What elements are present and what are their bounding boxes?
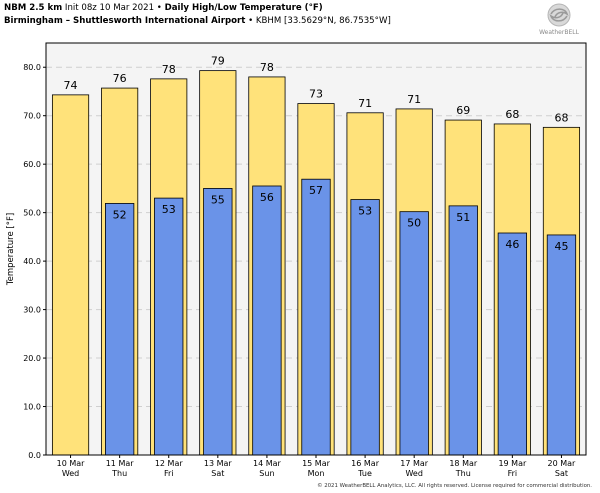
high-temp-label: 73 xyxy=(309,88,323,101)
low-temp-label: 56 xyxy=(260,191,274,204)
x-tick-day-label: Sun xyxy=(259,469,274,478)
high-temp-label: 79 xyxy=(211,55,225,68)
x-tick-date-label: 13 Mar xyxy=(204,459,233,468)
y-tick-label: 20.0 xyxy=(23,354,41,363)
high-temp-bar xyxy=(51,94,90,456)
header-line-2: Birmingham – Shuttlesworth International… xyxy=(4,15,524,28)
low-temp-bar xyxy=(203,188,233,456)
x-tick-day-label: Sat xyxy=(211,469,224,478)
logo-text: WeatherBELL xyxy=(539,29,580,36)
x-tick-date-label: 16 Mar xyxy=(351,459,380,468)
x-tick-day-label: Sat xyxy=(555,469,568,478)
low-temp-label: 55 xyxy=(211,193,225,206)
low-temp-bar xyxy=(546,234,577,456)
x-tick-date-label: 17 Mar xyxy=(400,459,429,468)
low-temp-bar xyxy=(154,197,184,456)
y-axis-label: Temperature [°F] xyxy=(6,213,16,286)
x-tick-date-label: 14 Mar xyxy=(253,459,282,468)
high-temp-label: 76 xyxy=(113,72,127,85)
y-tick-label: 70.0 xyxy=(23,112,41,121)
location-name: Birmingham – Shuttlesworth International… xyxy=(4,16,246,26)
x-tick-date-label: 12 Mar xyxy=(155,459,184,468)
x-tick-date-label: 10 Mar xyxy=(57,459,86,468)
x-tick-day-label: Fri xyxy=(164,469,174,478)
low-temp-bar xyxy=(252,185,282,456)
separator-dot: • xyxy=(248,16,254,26)
low-temp-bar xyxy=(399,211,429,456)
init-time: Init 08z 10 Mar 2021 xyxy=(64,3,155,13)
plot-area: 0.0 10.0 20.0 30.0 40.0 50.0 60.0 70.0 80.0 Tempe… xyxy=(6,42,587,478)
high-temp-label: 71 xyxy=(407,93,421,106)
high-temp-label: 78 xyxy=(260,61,274,74)
low-temp-label: 46 xyxy=(505,238,519,251)
high-temp-label: 68 xyxy=(505,108,519,121)
y-tick-label: 80.0 xyxy=(23,63,41,72)
x-tick-day-label: Mon xyxy=(308,469,325,478)
weatherbell-swirl-logo-icon: WeatherBELL xyxy=(539,3,580,36)
x-tick-day-label: Tue xyxy=(357,469,372,478)
y-tick-label: 40.0 xyxy=(23,257,41,266)
separator-dot: • xyxy=(156,3,162,13)
low-temp-bar xyxy=(497,232,527,456)
x-tick-date-label: 20 Mar xyxy=(548,459,577,468)
low-temp-label: 50 xyxy=(407,217,421,230)
x-tick-day-label: Wed xyxy=(405,469,422,478)
y-tick-label: 10.0 xyxy=(23,403,41,412)
plot-frame xyxy=(45,42,587,456)
high-temp-label: 78 xyxy=(162,63,176,76)
low-temp-label: 45 xyxy=(554,240,568,253)
chart-header: NBM 2.5 km Init 08z 10 Mar 2021 • Daily … xyxy=(4,2,524,28)
low-temp-label: 57 xyxy=(309,184,323,197)
x-tick-day-label: Thu xyxy=(111,469,127,478)
low-temp-bar xyxy=(301,178,331,456)
chart-title: Daily High/Low Temperature (°F) xyxy=(164,3,323,13)
x-tick-day-label: Thu xyxy=(455,469,471,478)
low-temp-bar xyxy=(448,205,478,456)
weatherbell-logo: WeatherBELL xyxy=(527,2,591,36)
x-tick-date-label: 19 Mar xyxy=(498,459,527,468)
copyright-notice: © 2021 WeatherBELL Analytics, LLC. All r… xyxy=(317,483,592,489)
model-name: NBM 2.5 km xyxy=(4,3,63,13)
y-tick-label: 50.0 xyxy=(23,209,41,218)
high-temp-label: 71 xyxy=(358,97,372,110)
x-tick-day-label: Wed xyxy=(62,469,79,478)
station-info: KBHM [33.5629°N, 86.7535°W] xyxy=(255,16,391,26)
x-tick-date-label: 15 Mar xyxy=(302,459,331,468)
header-line-1: NBM 2.5 km Init 08z 10 Mar 2021 • Daily … xyxy=(4,2,524,15)
x-tick-date-label: 18 Mar xyxy=(449,459,478,468)
x-tick-date-label: 11 Mar xyxy=(106,459,135,468)
x-tick-day-label: Fri xyxy=(508,469,518,478)
high-temp-label: 69 xyxy=(456,104,470,117)
y-tick-label: 30.0 xyxy=(23,306,41,315)
low-temp-label: 52 xyxy=(113,208,127,221)
y-tick-label: 60.0 xyxy=(23,160,41,169)
low-temp-bar xyxy=(350,199,380,456)
low-temp-bar xyxy=(105,203,135,456)
high-temp-label: 68 xyxy=(554,111,568,124)
high-temp-label: 74 xyxy=(64,79,78,92)
low-temp-label: 51 xyxy=(456,211,470,224)
low-temp-label: 53 xyxy=(162,203,176,216)
y-tick-label: 0.0 xyxy=(28,451,41,460)
low-temp-label: 53 xyxy=(358,205,372,218)
